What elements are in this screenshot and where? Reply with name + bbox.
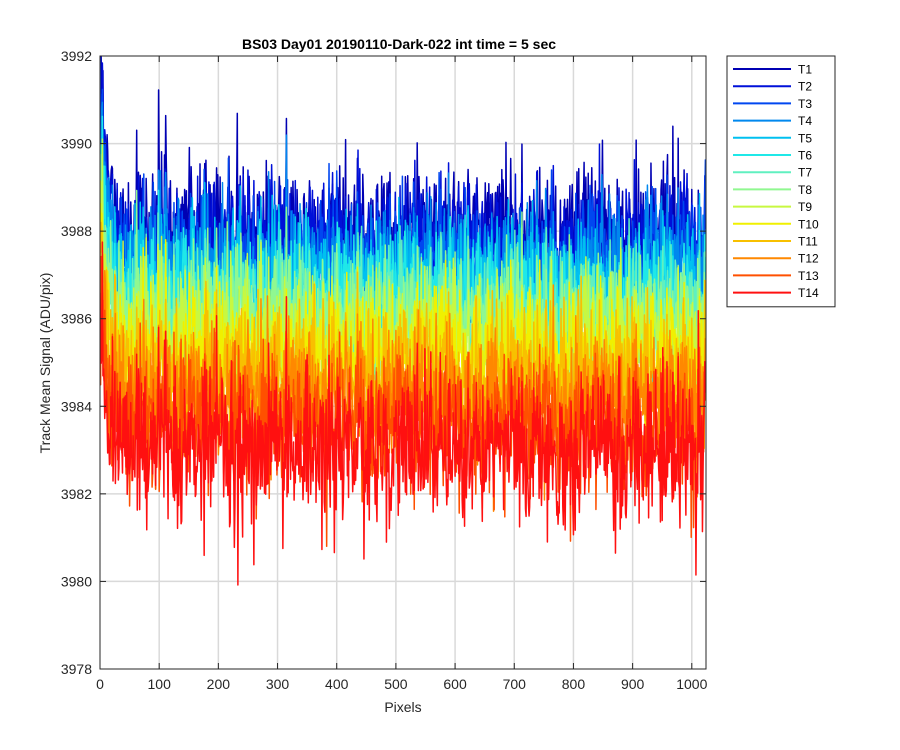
legend-label-t8: T8 bbox=[798, 183, 812, 197]
legend-label-t10: T10 bbox=[798, 217, 819, 231]
legend-label-t9: T9 bbox=[798, 200, 812, 214]
x-tick-label: 300 bbox=[266, 676, 290, 692]
y-tick-label: 3992 bbox=[61, 48, 92, 64]
x-tick-label: 600 bbox=[443, 676, 467, 692]
x-tick-label: 700 bbox=[503, 676, 527, 692]
series-line-t14 bbox=[100, 241, 706, 586]
legend-label-t13: T13 bbox=[798, 269, 819, 283]
legend-label-t12: T12 bbox=[798, 252, 819, 266]
y-tick-label: 3982 bbox=[61, 486, 92, 502]
y-tick-label: 3978 bbox=[61, 661, 92, 677]
ticks: 0 100 200 300 400 500 600 700 800 900 1000 3978 3980… bbox=[61, 48, 708, 692]
axes-box bbox=[99, 55, 707, 670]
legend-label-t1: T1 bbox=[798, 63, 812, 77]
x-tick-label: 1000 bbox=[676, 676, 707, 692]
legend-label-t2: T2 bbox=[798, 80, 812, 94]
y-axis-label: Track Mean Signal (ADU/pix) bbox=[37, 273, 53, 454]
y-tick-label: 3990 bbox=[61, 136, 92, 152]
series-group bbox=[100, 56, 706, 586]
x-tick-label: 100 bbox=[148, 676, 172, 692]
x-tick-label: 400 bbox=[325, 676, 349, 692]
legend-label-t14: T14 bbox=[798, 286, 819, 300]
legend-box bbox=[726, 55, 836, 308]
x-tick-label: 900 bbox=[621, 676, 645, 692]
legend-label-t5: T5 bbox=[798, 131, 812, 145]
x-tick-label: 800 bbox=[562, 676, 586, 692]
x-tick-label: 0 bbox=[96, 676, 104, 692]
legend-label-t11: T11 bbox=[798, 235, 818, 249]
plot-area bbox=[100, 56, 706, 586]
legend: T1 T2 T3 T4 T5 T6 T7 T8 T9 T10 T11 T12 T13 T14 bbox=[726, 55, 836, 308]
y-tick-label: 3984 bbox=[61, 398, 92, 414]
legend-label-t6: T6 bbox=[798, 149, 812, 163]
legend-label-t4: T4 bbox=[798, 114, 812, 128]
y-tick-label: 3986 bbox=[61, 311, 92, 327]
legend-label-t3: T3 bbox=[798, 97, 812, 111]
x-tick-label: 200 bbox=[207, 676, 231, 692]
chart-title: BS03 Day01 20190110-Dark-022 int time = … bbox=[242, 36, 556, 52]
y-tick-label: 3988 bbox=[61, 223, 92, 239]
x-tick-label: 500 bbox=[384, 676, 408, 692]
x-axis-label: Pixels bbox=[384, 699, 421, 715]
legend-label-t7: T7 bbox=[798, 166, 812, 180]
y-tick-label: 3980 bbox=[61, 573, 92, 589]
